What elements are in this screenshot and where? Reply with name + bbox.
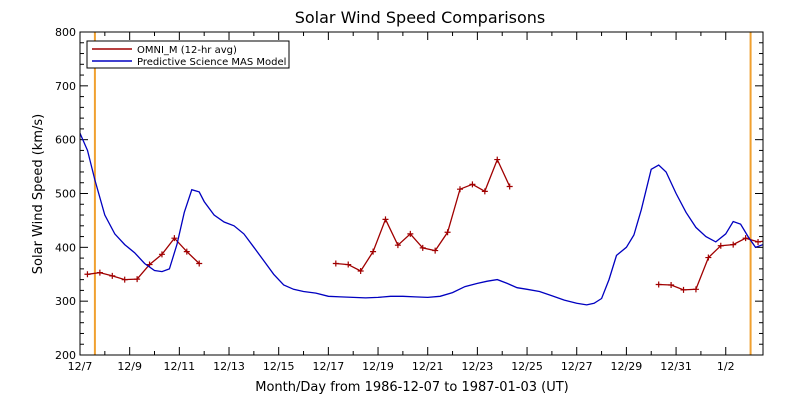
data-point — [109, 272, 116, 279]
data-point — [134, 276, 141, 283]
plot-layer: cr1782cr1783cr1783cr1784 — [80, 32, 763, 355]
data-point — [382, 216, 389, 223]
x-tick-label: 12/15 — [263, 360, 295, 373]
data-point — [121, 276, 128, 283]
x-tick-label: 12/29 — [611, 360, 643, 373]
data-point — [668, 282, 675, 289]
legend-box — [86, 40, 290, 69]
data-point — [469, 181, 476, 188]
data-point — [742, 235, 749, 242]
legend-label: OMNI_M (12-hr avg) — [137, 45, 237, 56]
legend-label: Predictive Science MAS Model — [137, 57, 286, 68]
data-point — [419, 244, 426, 251]
x-tick-label: 12/17 — [313, 360, 345, 373]
data-point — [357, 268, 364, 275]
y-tick-label: 400 — [55, 241, 76, 254]
data-point — [692, 286, 699, 293]
data-point — [432, 247, 439, 254]
data-point — [84, 271, 91, 278]
data-point — [158, 251, 165, 258]
data-point — [705, 254, 712, 261]
y-tick-label: 500 — [55, 188, 76, 201]
data-point — [481, 188, 488, 195]
y-axis-title: Solar Wind Speed (km/s) — [31, 114, 46, 274]
axes-layer: 200 300 400 500 600 700 800 12/7 12/9 12/11 12/13 1… — [55, 26, 763, 373]
data-point — [394, 242, 401, 249]
data-point — [96, 269, 103, 276]
data-point — [444, 229, 451, 236]
x-tick-label: 12/11 — [163, 360, 195, 373]
data-point — [183, 248, 190, 255]
y-tick-label: 800 — [55, 26, 76, 39]
data-point — [755, 238, 762, 245]
data-point — [370, 248, 377, 255]
y-tick-label: 700 — [55, 80, 76, 93]
y-tick-label: 300 — [55, 295, 76, 308]
series-line — [87, 237, 200, 281]
chart-title: Solar Wind Speed Comparisons — [295, 8, 546, 27]
x-axis-title: Month/Day from 1986-12-07 to 1987-01-03 … — [255, 380, 568, 395]
data-point — [506, 183, 513, 190]
x-tick-label: 1/2 — [717, 360, 735, 373]
data-point — [494, 156, 501, 163]
legend: OMNI_M (12-hr avg)Predictive Science MAS… — [86, 40, 290, 69]
data-point — [730, 241, 737, 248]
y-tick-label: 200 — [55, 349, 76, 362]
data-point — [407, 230, 414, 237]
y-tick-label: 600 — [55, 134, 76, 147]
data-point — [171, 235, 178, 242]
x-tick-label: 12/27 — [561, 360, 593, 373]
data-point — [655, 281, 662, 288]
data-point — [345, 261, 352, 268]
x-tick-label: 12/25 — [511, 360, 543, 373]
data-point — [196, 260, 203, 267]
data-point — [456, 186, 463, 193]
data-point — [680, 286, 687, 293]
x-tick-label: 12/13 — [213, 360, 245, 373]
data-point — [332, 260, 339, 267]
x-tick-label: 12/19 — [362, 360, 394, 373]
series-line — [658, 237, 763, 291]
data-point — [717, 242, 724, 249]
x-tick-label: 12/7 — [68, 360, 93, 373]
x-tick-label: 12/31 — [660, 360, 692, 373]
x-tick-label: 12/21 — [412, 360, 444, 373]
plot-frame — [79, 31, 764, 356]
x-tick-label: 12/23 — [462, 360, 494, 373]
x-tick-label: 12/9 — [117, 360, 142, 373]
series-line — [80, 132, 763, 306]
